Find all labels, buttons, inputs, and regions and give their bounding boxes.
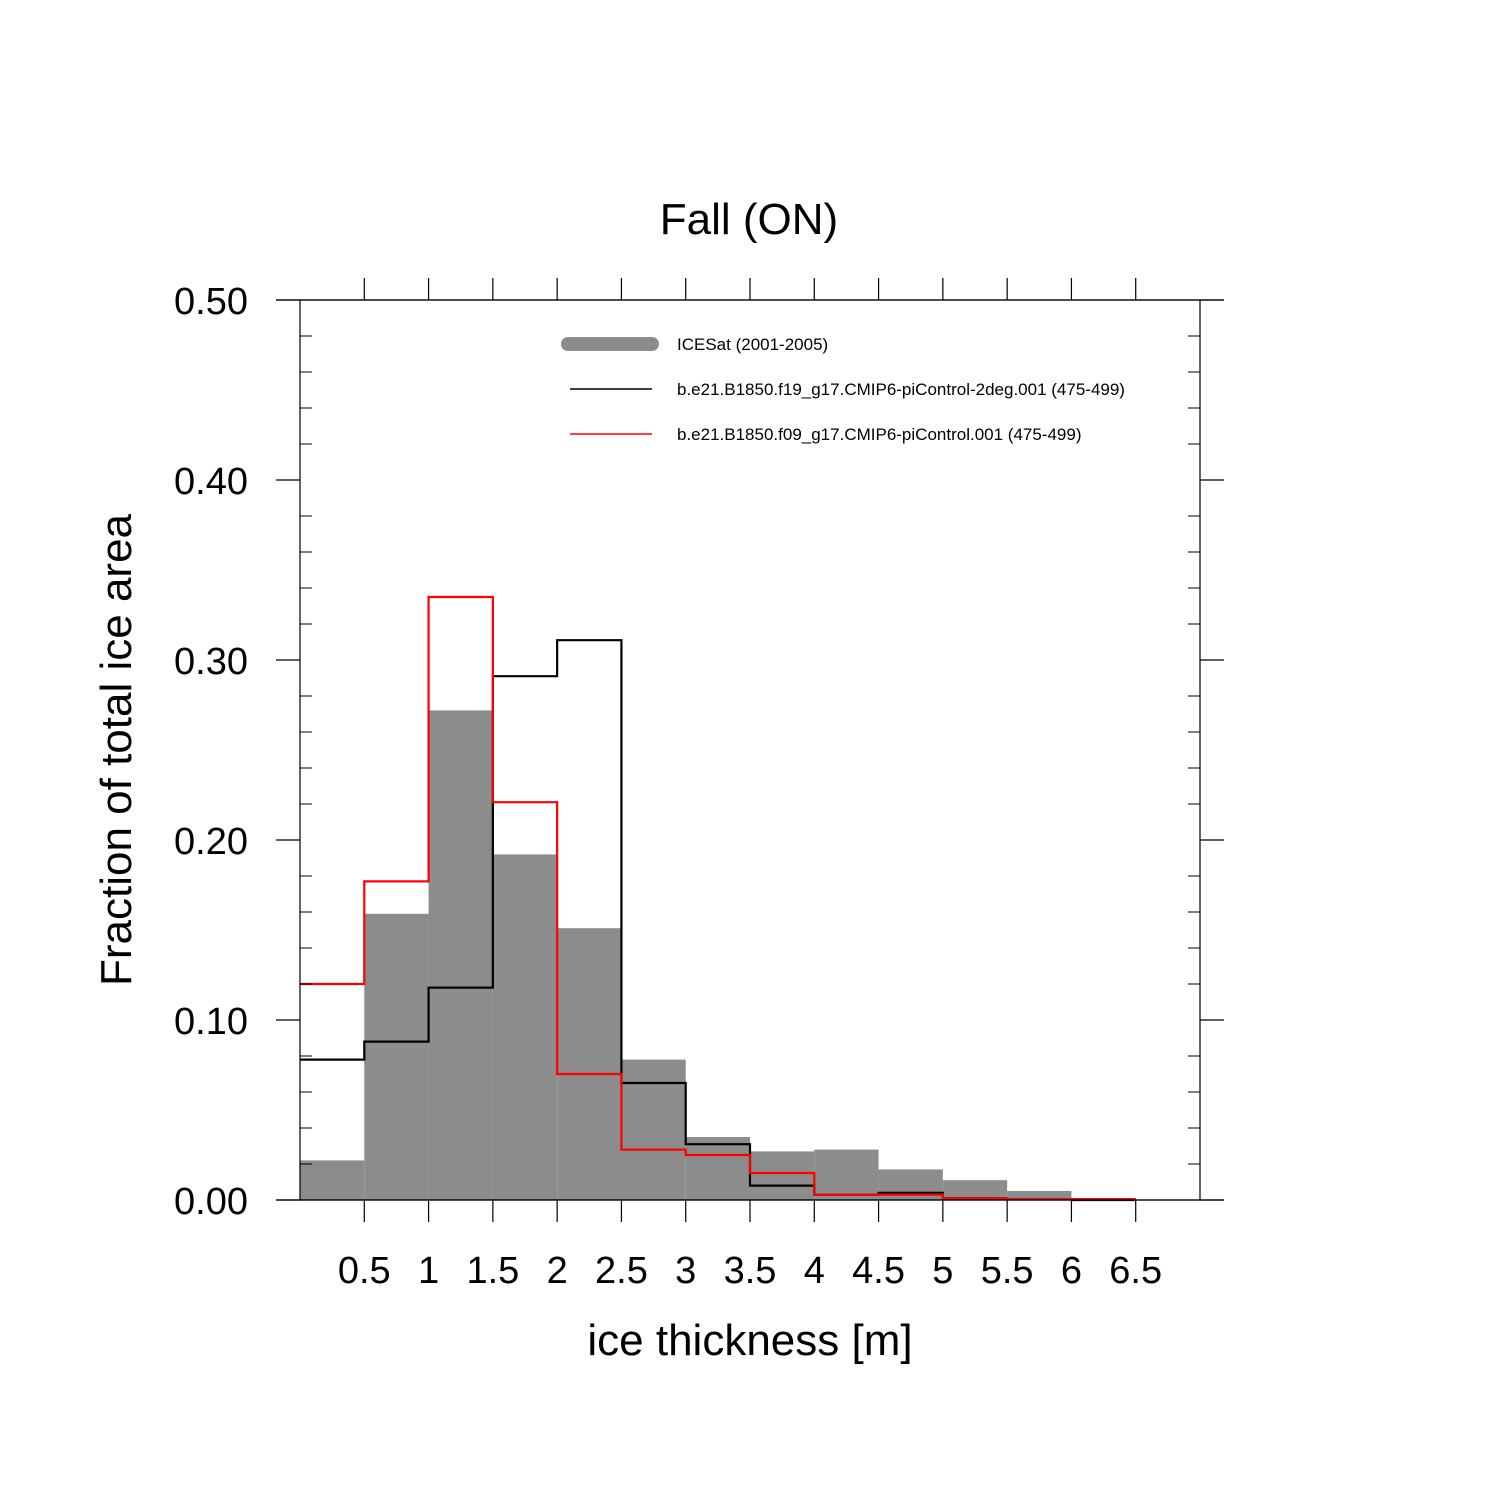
x-tick-label: 2 bbox=[547, 1250, 568, 1292]
y-tick-label: 0.20 bbox=[174, 821, 248, 863]
x-tick-label: 4.5 bbox=[852, 1250, 905, 1292]
chart-title: Fall (ON) bbox=[660, 195, 838, 244]
y-tick-label: 0.10 bbox=[174, 1001, 248, 1043]
x-tick-label: 3 bbox=[675, 1250, 696, 1292]
icesat-bar bbox=[685, 1137, 750, 1200]
y-tick-label: 0.30 bbox=[174, 641, 248, 683]
legend-label: b.e21.B1850.f19_g17.CMIP6-piControl-2deg… bbox=[677, 380, 1125, 399]
step-line-series-2 bbox=[300, 595, 1136, 1201]
x-tick-label: 4 bbox=[804, 1250, 825, 1292]
legend-label: ICESat (2001-2005) bbox=[677, 335, 828, 354]
x-tick-label: 6 bbox=[1061, 1250, 1082, 1292]
icesat-bar bbox=[428, 710, 493, 1200]
y-tick-labels: 0.00 0.10 0.20 0.30 0.40 0.50 bbox=[174, 281, 248, 1223]
x-tick-label: 5.5 bbox=[981, 1250, 1034, 1292]
x-axis-label: ice thickness [m] bbox=[587, 1316, 912, 1365]
icesat-bars bbox=[300, 710, 1072, 1200]
x-tick-label: 1 bbox=[418, 1250, 439, 1292]
x-tick-label: 2.5 bbox=[595, 1250, 648, 1292]
legend-label: b.e21.B1850.f09_g17.CMIP6-piControl.001 … bbox=[677, 425, 1082, 444]
icesat-bar bbox=[364, 913, 429, 1200]
icesat-bar bbox=[492, 854, 558, 1200]
x-tick-label: 3.5 bbox=[724, 1250, 777, 1292]
y-tick-label: 0.00 bbox=[174, 1181, 248, 1223]
x-tick-label: 0.5 bbox=[338, 1250, 391, 1292]
y-axis-label: Fraction of total ice area bbox=[92, 513, 141, 986]
icesat-bar bbox=[1007, 1191, 1072, 1200]
icesat-bar bbox=[557, 928, 622, 1200]
icesat-bar bbox=[621, 1059, 686, 1200]
y-tick-label: 0.40 bbox=[174, 461, 248, 503]
legend: ICESat (2001-2005) b.e21.B1850.f19_g17.CM… bbox=[561, 335, 1125, 444]
icesat-bar bbox=[942, 1180, 1008, 1200]
icesat-bar bbox=[300, 1160, 365, 1200]
x-tick-label: 5 bbox=[932, 1250, 953, 1292]
model-step-lines bbox=[300, 595, 1136, 1202]
x-tick-label: 1.5 bbox=[466, 1250, 519, 1292]
x-tick-label: 6.5 bbox=[1109, 1250, 1162, 1292]
y-tick-label: 0.50 bbox=[174, 281, 248, 323]
icesat-bar bbox=[750, 1151, 815, 1200]
x-tick-labels: 0.5 1 1.5 2 2.5 3 3.5 4 4.5 5 5.5 6 6.5 bbox=[338, 1250, 1162, 1292]
axis-ticks bbox=[276, 278, 1224, 1222]
icesat-bar bbox=[814, 1149, 879, 1200]
